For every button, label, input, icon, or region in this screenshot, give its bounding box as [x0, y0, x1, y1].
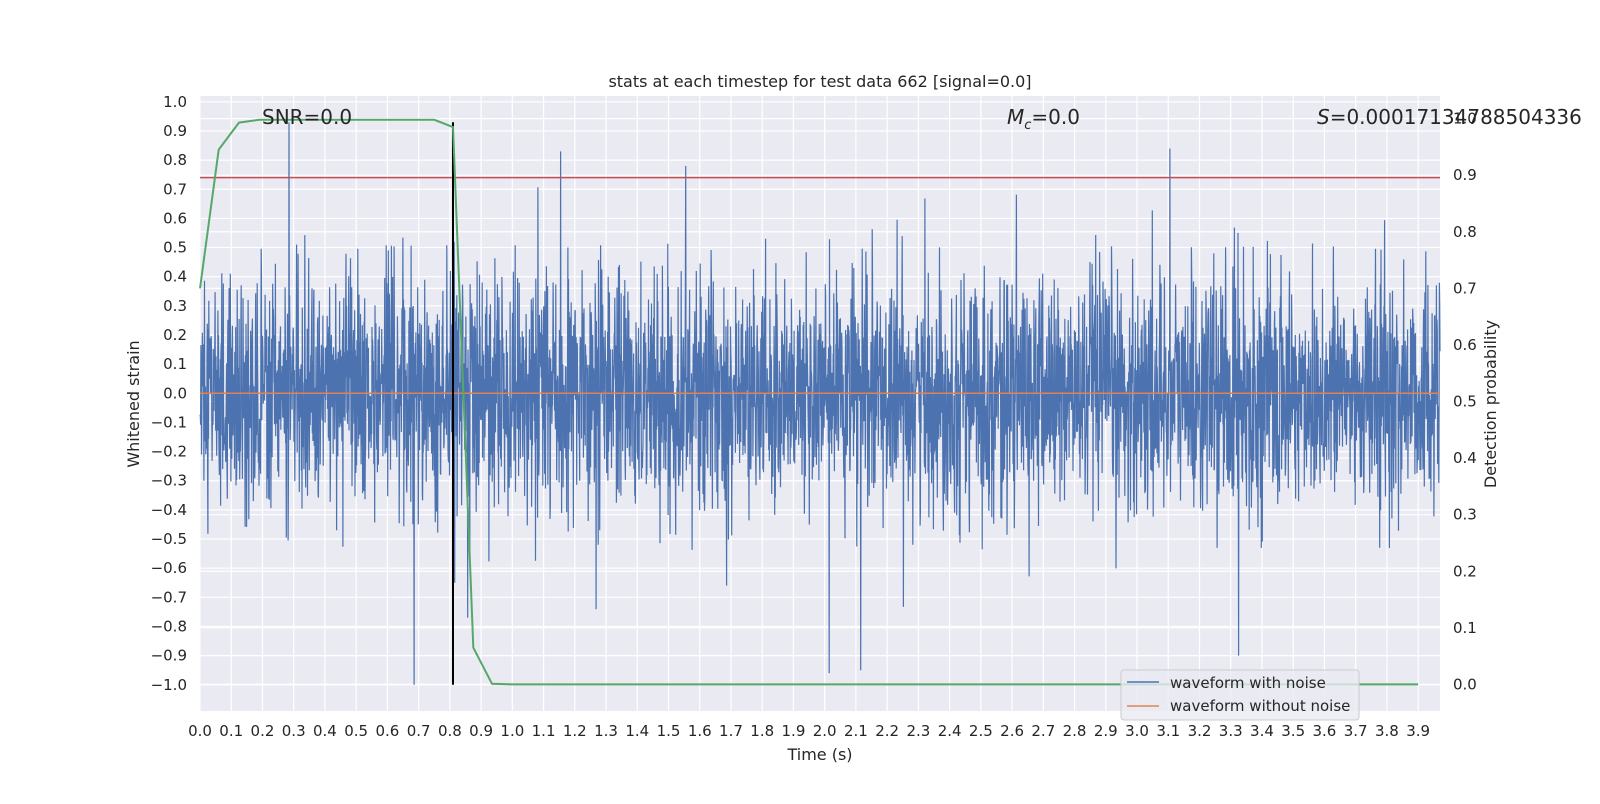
y-tick-label: 0.3 [163, 297, 187, 315]
y-tick-label: −0.1 [151, 413, 187, 431]
annotation-s-value: =0.00017134788504336 [1330, 105, 1582, 129]
x-tick-label: 2.9 [1094, 722, 1118, 740]
y-tick-label: −0.8 [151, 617, 187, 635]
y2-tick-label: 0.5 [1453, 393, 1477, 411]
y-axis-label: Whitened strain [124, 340, 143, 467]
series-layer [199, 118, 1441, 686]
legend-label-clean: waveform without noise [1170, 697, 1350, 715]
y-tick-label: 0.0 [163, 384, 187, 402]
series-waveform-with-noise [199, 122, 1441, 685]
x-tick-label: 2.3 [906, 722, 930, 740]
y-tick-label: −0.2 [151, 443, 187, 461]
x-tick-label: 1.0 [500, 722, 524, 740]
x-tick-label: 0.1 [219, 722, 243, 740]
x-tick-label: 0.2 [251, 722, 275, 740]
y-tick-label: 0.5 [163, 239, 187, 257]
x-tick-label: 3.7 [1344, 722, 1368, 740]
x-tick-label: 2.8 [1063, 722, 1087, 740]
x-tick-label: 3.8 [1375, 722, 1399, 740]
x-tick-label: 2.4 [938, 722, 962, 740]
y-tick-label: 0.8 [163, 151, 187, 169]
x-tick-label: 3.6 [1313, 722, 1337, 740]
annotation-s-symbol: S [1317, 105, 1330, 129]
x-tick-label: 0.0 [188, 722, 212, 740]
y-tick-label: 0.4 [163, 268, 187, 286]
x-tick-label: 3.9 [1406, 722, 1430, 740]
x-tick-label: 0.7 [407, 722, 431, 740]
x-tick-label: 1.6 [688, 722, 712, 740]
x-tick-label: 0.4 [313, 722, 337, 740]
chart-title: stats at each timestep for test data 662… [608, 72, 1031, 91]
annotation-chirp-mass-symbol: M [1007, 105, 1024, 129]
x-tick-label: 0.5 [344, 722, 368, 740]
x-tick-label: 3.4 [1250, 722, 1274, 740]
y2-tick-label: 0.4 [1453, 449, 1477, 467]
x-tick-label: 1.3 [594, 722, 618, 740]
y2-tick-label: 0.9 [1453, 166, 1477, 184]
x-tick-label: 2.0 [813, 722, 837, 740]
x-tick-label: 1.9 [782, 722, 806, 740]
y-tick-label: −0.6 [151, 559, 187, 577]
x-tick-label: 3.2 [1188, 722, 1212, 740]
y-tick-label: 0.7 [163, 180, 187, 198]
legend-label-noise: waveform with noise [1170, 674, 1326, 692]
y2-tick-label: 0.8 [1453, 223, 1477, 241]
x-tick-label: 0.6 [375, 722, 399, 740]
y2-tick-label: 0.7 [1453, 279, 1477, 297]
legend: waveform with noise waveform without noi… [1120, 669, 1360, 721]
x-tick-label: 3.3 [1219, 722, 1243, 740]
y2-tick-label: 0.0 [1453, 675, 1477, 693]
y-tick-label: −1.0 [151, 676, 187, 694]
x-tick-label: 1.8 [750, 722, 774, 740]
x-tick-label: 2.1 [844, 722, 868, 740]
x-tick-label: 0.3 [282, 722, 306, 740]
x-axis-label: Time (s) [786, 745, 852, 764]
y-tick-label: 0.9 [163, 122, 187, 140]
annotation-chirp-mass-value: =0.0 [1031, 105, 1080, 129]
annotation-chirp-mass: Mc=0.0 [1007, 105, 1080, 133]
x-tick-labels: 0.0 0.1 0.2 0.3 0.4 0.5 0.6 0.7 0.8 0.9 1.0 1.1 1.2 1… [188, 722, 1430, 740]
x-tick-label: 3.1 [1156, 722, 1180, 740]
x-tick-label: 1.5 [657, 722, 681, 740]
y-tick-label: 0.1 [163, 355, 187, 373]
y-tick-label: −0.4 [151, 501, 187, 519]
x-tick-label: 3.0 [1125, 722, 1149, 740]
y2-tick-label: 0.2 [1453, 562, 1477, 580]
x-tick-label: 0.9 [469, 722, 493, 740]
y-tick-label: −0.9 [151, 647, 187, 665]
y-tick-label: 1.0 [163, 93, 187, 111]
x-tick-label: 1.1 [532, 722, 556, 740]
y2-axis-label: Detection probability [1481, 320, 1500, 488]
x-tick-label: 0.8 [438, 722, 462, 740]
y2-tick-label: 1.0 [1453, 110, 1477, 128]
y2-tick-label: 0.3 [1453, 506, 1477, 524]
x-tick-label: 2.2 [875, 722, 899, 740]
legend-box [1120, 669, 1360, 721]
y2-tick-label: 0.6 [1453, 336, 1477, 354]
x-tick-label: 2.6 [1000, 722, 1024, 740]
y-tick-label: −0.5 [151, 530, 187, 548]
y-tick-label: −0.7 [151, 588, 187, 606]
x-tick-label: 1.7 [719, 722, 743, 740]
x-tick-label: 3.5 [1281, 722, 1305, 740]
y-tick-label: −0.3 [151, 472, 187, 490]
y-tick-label: 0.2 [163, 326, 187, 344]
y2-tick-label: 0.1 [1453, 619, 1477, 637]
x-tick-label: 2.7 [1031, 722, 1055, 740]
annotation-chirp-mass-subscript: c [1024, 118, 1031, 133]
x-tick-label: 1.2 [563, 722, 587, 740]
annotation-snr: SNR=0.0 [262, 105, 352, 129]
annotation-s: S=0.00017134788504336 [1317, 105, 1582, 129]
series-detection-probability [199, 118, 1419, 686]
y-tick-labels: 1.0 0.9 0.8 0.7 0.6 0.5 0.4 0.3 0.2 0.1 0.0 −0.1 −0.… [151, 93, 187, 694]
x-tick-label: 2.5 [969, 722, 993, 740]
y2-tick-labels: 1.0 0.9 0.8 0.7 0.6 0.5 0.4 0.3 0.2 0.1 0.0 [1453, 110, 1477, 694]
y-tick-label: 0.6 [163, 209, 187, 227]
x-tick-label: 1.4 [625, 722, 649, 740]
